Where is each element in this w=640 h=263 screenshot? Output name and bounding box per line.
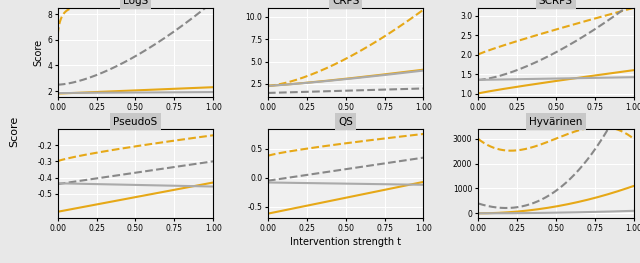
Title: LogS: LogS <box>123 0 148 6</box>
X-axis label: Intervention strength t: Intervention strength t <box>290 237 401 247</box>
Title: Hyvärinen: Hyvärinen <box>529 117 582 127</box>
Title: PseudoS: PseudoS <box>113 117 157 127</box>
Title: QS: QS <box>338 117 353 127</box>
Text: Score: Score <box>10 116 20 147</box>
Y-axis label: Score: Score <box>33 39 43 66</box>
Title: CRPS: CRPS <box>332 0 359 6</box>
Title: SCRPS: SCRPS <box>539 0 573 6</box>
